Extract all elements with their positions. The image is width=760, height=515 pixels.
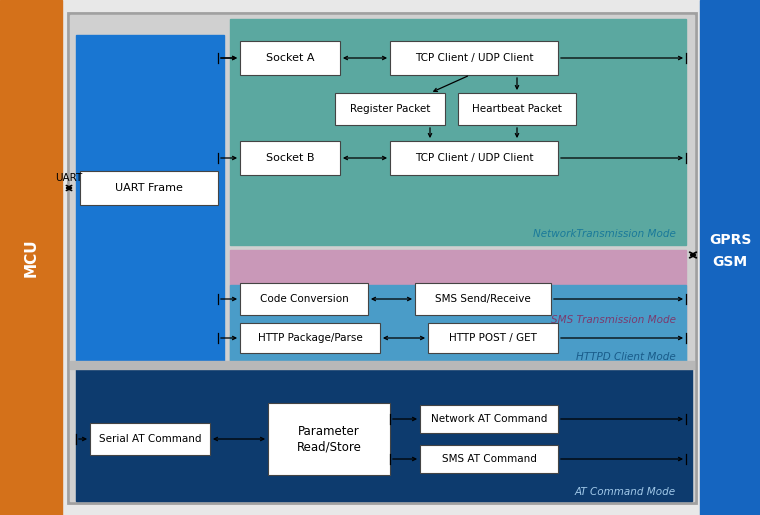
Text: Register Packet: Register Packet	[350, 104, 430, 114]
Bar	[700, 0, 760, 515]
Text: SMS AT Command: SMS AT Command	[442, 454, 537, 464]
Text: SMS Send/Receive: SMS Send/Receive	[435, 294, 531, 304]
Text: GSM: GSM	[712, 255, 748, 269]
Text: HTTP Package/Parse: HTTP Package/Parse	[258, 333, 363, 343]
Bar	[70, 15, 694, 501]
Bar	[240, 283, 368, 315]
Text: TCP Client / UDP Client: TCP Client / UDP Client	[415, 53, 534, 63]
Bar	[390, 141, 558, 175]
Text: UART: UART	[55, 173, 83, 183]
Bar	[420, 445, 558, 473]
Text: UART Frame: UART Frame	[115, 183, 183, 193]
Bar	[230, 285, 686, 365]
Bar	[0, 0, 62, 515]
Text: Parameter
Read/Store: Parameter Read/Store	[296, 425, 362, 453]
Text: Serial AT Command: Serial AT Command	[99, 434, 201, 444]
Bar	[76, 369, 692, 501]
Text: HTTPD Client Mode: HTTPD Client Mode	[576, 352, 676, 362]
Bar	[428, 323, 558, 353]
Bar	[230, 335, 686, 365]
Text: Socket A: Socket A	[266, 53, 314, 63]
Bar	[240, 141, 340, 175]
Text: Socket B: Socket B	[266, 153, 314, 163]
Text: Code Conversion: Code Conversion	[260, 294, 348, 304]
Text: Network AT Command: Network AT Command	[431, 414, 547, 424]
Text: SMS Transmission Mode: SMS Transmission Mode	[551, 315, 676, 325]
Bar	[68, 13, 696, 503]
Bar	[230, 250, 686, 330]
Bar	[420, 405, 558, 433]
Text: AT Command Mode: AT Command Mode	[575, 487, 676, 497]
Bar	[458, 93, 576, 125]
Text: TCP Client / UDP Client: TCP Client / UDP Client	[415, 153, 534, 163]
Bar	[70, 361, 694, 369]
Bar	[230, 19, 686, 245]
Text: HTTP POST / GET: HTTP POST / GET	[449, 333, 537, 343]
Text: GPRS: GPRS	[709, 233, 751, 247]
Bar	[390, 41, 558, 75]
Text: NetworkTransmission Mode: NetworkTransmission Mode	[533, 229, 676, 239]
Bar	[415, 283, 551, 315]
Bar	[76, 35, 224, 365]
Bar	[268, 403, 390, 475]
Bar	[90, 423, 210, 455]
Text: MCU: MCU	[24, 238, 39, 277]
Bar	[240, 323, 380, 353]
Bar	[240, 41, 340, 75]
Bar	[80, 171, 218, 205]
Bar	[335, 93, 445, 125]
Text: Heartbeat Packet: Heartbeat Packet	[472, 104, 562, 114]
